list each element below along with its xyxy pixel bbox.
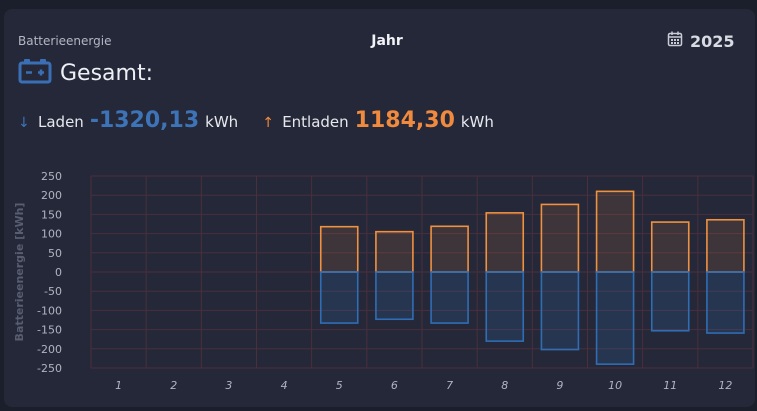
- charge-bar: [540, 271, 580, 351]
- arrow-up-icon: ↑: [262, 115, 274, 131]
- discharge-bar: [595, 190, 635, 273]
- charge-value: -1320,13: [89, 108, 200, 133]
- charge-bar: [485, 271, 525, 342]
- page-title: Gesamt:: [60, 60, 153, 86]
- y-axis-title: Batterieenergie [kWh]: [13, 203, 26, 342]
- x-tick-label: 2: [170, 379, 177, 392]
- charge-bar: [650, 271, 690, 332]
- y-tick-label: 50: [48, 247, 62, 260]
- y-tick-label: -250: [37, 362, 62, 375]
- x-tick-label: 5: [336, 379, 343, 392]
- y-tick-label: 100: [41, 228, 62, 241]
- discharge-unit: kWh: [460, 113, 494, 131]
- title-row: Gesamt:: [18, 58, 153, 88]
- discharge-bar: [375, 230, 414, 273]
- x-tick-label: 12: [718, 379, 732, 392]
- y-tick-label: 0: [55, 266, 62, 279]
- x-tick-label: 6: [391, 379, 398, 392]
- discharge-label: Entladen: [282, 113, 349, 131]
- discharge-bar: [706, 218, 745, 273]
- discharge-bar: [485, 212, 525, 273]
- y-tick-label: -200: [37, 343, 62, 356]
- arrow-down-icon: ↓: [18, 115, 30, 131]
- y-tick-label: 250: [41, 170, 62, 183]
- charge-label: Laden: [38, 113, 84, 131]
- charge-bar: [706, 271, 745, 334]
- x-tick-label: 10: [608, 379, 622, 392]
- battery-energy-card: [4, 9, 755, 407]
- discharge-value: 1184,30: [354, 108, 455, 133]
- calendar-icon: [667, 31, 683, 51]
- year-label: 2025: [690, 31, 735, 51]
- x-tick-label: 7: [446, 379, 453, 392]
- charge-unit: kWh: [205, 113, 239, 131]
- x-tick-label: 3: [225, 379, 232, 392]
- x-tick-label: 8: [501, 379, 508, 392]
- y-tick-label: 150: [41, 208, 62, 221]
- y-tick-label: -50: [44, 285, 62, 298]
- year-selector[interactable]: 2025: [667, 31, 735, 51]
- y-tick-label: 200: [41, 189, 62, 202]
- energy-stats: ↓ Laden -1320,13 kWh ↑ Entladen 1184,30 …: [18, 108, 518, 133]
- card-subtitle: Batterieenergie: [18, 34, 112, 48]
- charge-bar: [375, 271, 414, 321]
- x-tick-label: 9: [556, 379, 563, 392]
- discharge-bar: [540, 203, 580, 273]
- discharge-bar: [430, 225, 469, 273]
- x-tick-label: 11: [663, 379, 677, 392]
- discharge-stat: ↑ Entladen 1184,30 kWh: [262, 108, 494, 133]
- x-tick-label: 1: [115, 379, 122, 392]
- charge-bar: [319, 271, 359, 324]
- y-tick-label: -150: [37, 324, 62, 337]
- discharge-bar: [650, 221, 690, 273]
- charge-bar: [595, 271, 635, 365]
- discharge-bar: [319, 225, 359, 273]
- charge-bar: [430, 271, 469, 324]
- charge-stat: ↓ Laden -1320,13 kWh: [18, 108, 238, 133]
- period-selector[interactable]: Jahr: [371, 33, 403, 49]
- y-tick-label: -100: [37, 304, 62, 317]
- battery-icon: [18, 58, 52, 88]
- x-tick-label: 4: [281, 379, 288, 392]
